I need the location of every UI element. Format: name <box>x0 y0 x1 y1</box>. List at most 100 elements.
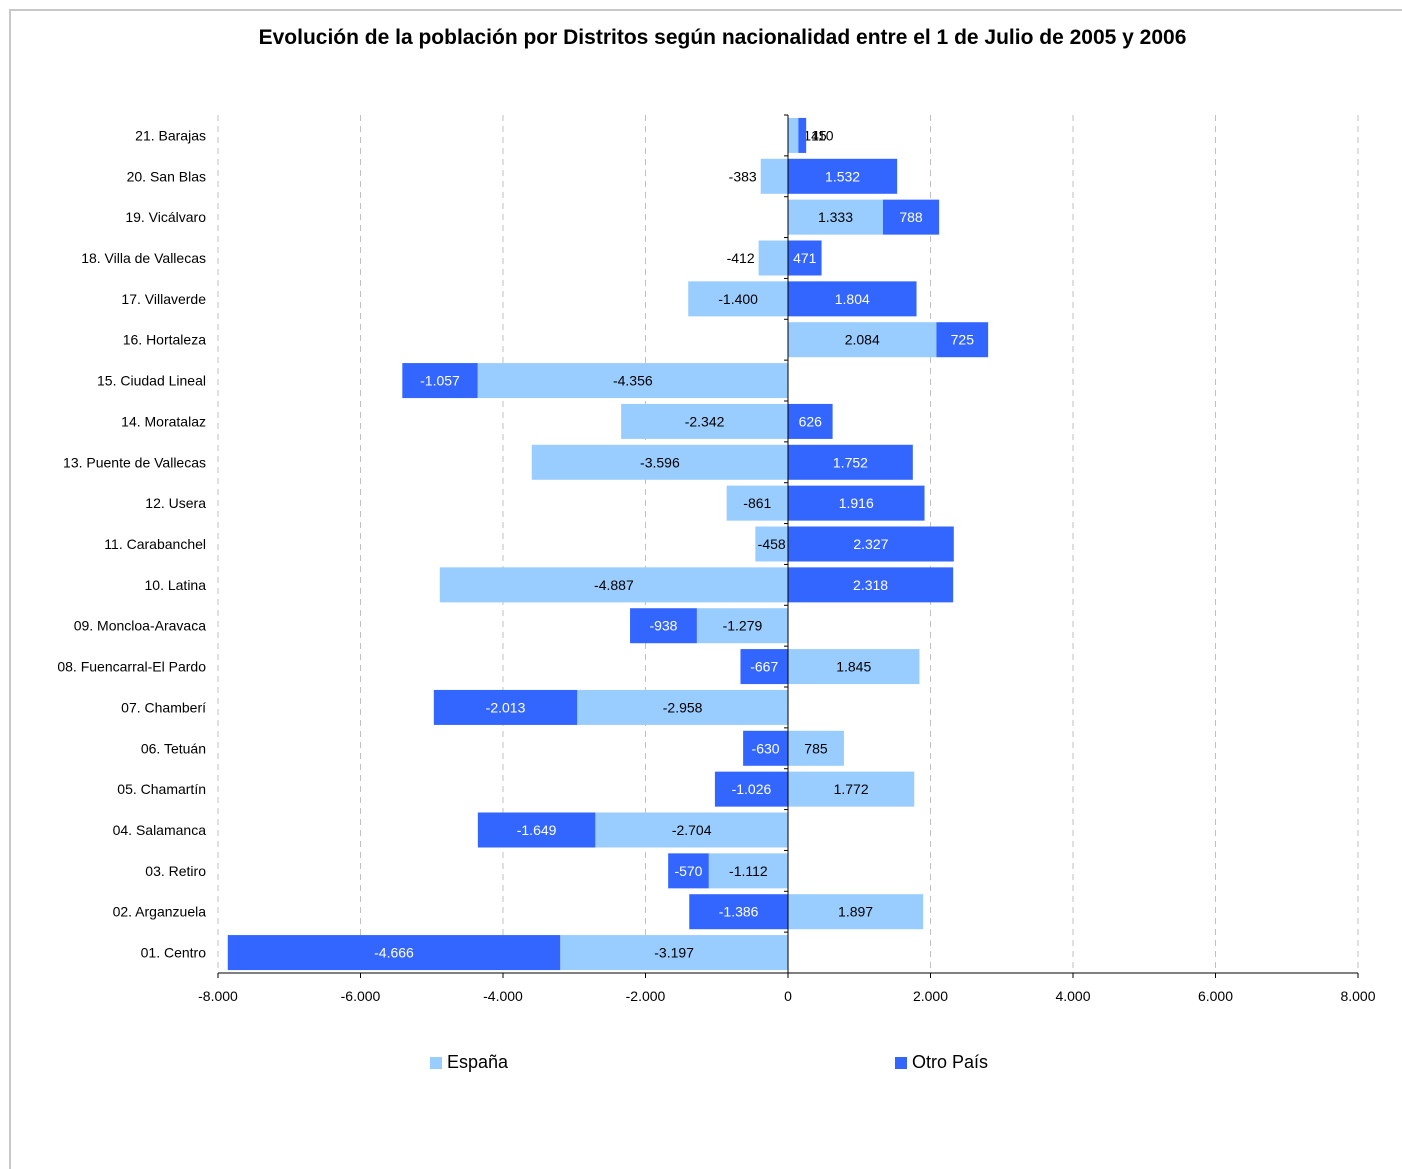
bar-spain <box>708 853 788 889</box>
bar-spain <box>788 730 844 766</box>
bar-spain <box>688 281 788 317</box>
data-label: -4.887 <box>594 577 634 593</box>
category-label: 16. Hortaleza <box>123 332 206 348</box>
data-label: 788 <box>899 209 923 225</box>
data-label: 1.897 <box>838 904 873 920</box>
x-tick-label: 0 <box>784 988 792 1004</box>
legend-swatch-other <box>895 1056 907 1069</box>
bar-other <box>227 935 561 971</box>
data-label: 1.772 <box>834 781 869 797</box>
x-tick-label: 4.000 <box>1055 988 1090 1004</box>
chart-frame <box>9 9 1402 1169</box>
data-label: -1.649 <box>517 822 557 838</box>
data-label: -3.197 <box>654 945 694 961</box>
chart-title: Evolución de la población por Distritos … <box>258 26 1187 49</box>
category-label: 11. Carabanchel <box>104 536 206 552</box>
data-label: 145 <box>803 127 827 143</box>
bar-spain <box>758 240 788 276</box>
bar-other <box>743 730 788 766</box>
bar-other <box>788 567 954 603</box>
bar-other <box>788 526 954 562</box>
category-label: 21. Barajas <box>135 127 206 143</box>
data-label: -383 <box>729 168 757 184</box>
data-label: -1.279 <box>723 618 763 634</box>
data-label: -667 <box>750 659 778 675</box>
bar-other <box>936 322 989 358</box>
bar-other <box>433 689 578 725</box>
data-label: 1.845 <box>836 659 871 675</box>
category-label: 12. Usera <box>145 495 206 511</box>
data-label: -1.400 <box>718 291 758 307</box>
data-label: -1.057 <box>420 373 460 389</box>
legend-item-spain: España <box>430 1052 508 1073</box>
data-label: -861 <box>743 495 771 511</box>
data-label: 626 <box>799 413 823 429</box>
category-label: 02. Arganzuela <box>113 904 207 920</box>
data-label: 2.327 <box>853 536 888 552</box>
category-label: 07. Chamberí <box>121 699 206 715</box>
category-label: 19. Vicálvaro <box>125 209 206 225</box>
bar-spain <box>760 158 788 194</box>
bar-other <box>882 199 940 235</box>
data-label: 1.333 <box>818 209 853 225</box>
data-label: 2.084 <box>845 332 880 348</box>
data-label: 1.752 <box>833 454 868 470</box>
data-label: -2.704 <box>672 822 712 838</box>
x-tick-label: -4.000 <box>483 988 523 1004</box>
bar-spain <box>696 608 788 644</box>
category-label: 18. Villa de Vallecas <box>81 250 206 266</box>
data-label: -4.666 <box>374 945 414 961</box>
x-tick-label: 8.000 <box>1340 988 1375 1004</box>
data-label: -938 <box>649 618 677 634</box>
bar-other <box>788 444 913 480</box>
category-label: 01. Centro <box>141 945 207 961</box>
category-label: 17. Villaverde <box>121 291 206 307</box>
category-label: 10. Latina <box>145 577 207 593</box>
category-label: 13. Puente de Vallecas <box>63 454 206 470</box>
category-label: 04. Salamanca <box>113 822 207 838</box>
data-label: 110 <box>811 127 834 143</box>
data-label: 1.916 <box>839 495 874 511</box>
data-label: -2.958 <box>663 699 703 715</box>
category-label: 20. San Blas <box>127 168 206 184</box>
bar-spain <box>531 444 788 480</box>
data-label: 1.804 <box>835 291 870 307</box>
category-label: 03. Retiro <box>145 863 206 879</box>
data-label: -4.356 <box>613 373 653 389</box>
legend-label-other: Otro País <box>912 1052 989 1072</box>
bar-spain <box>595 812 788 848</box>
x-tick-label: 2.000 <box>913 988 948 1004</box>
bar-spain <box>477 363 788 399</box>
legend-swatch-spain <box>430 1056 442 1069</box>
data-label: 1.532 <box>825 168 860 184</box>
data-label: 785 <box>804 740 828 756</box>
bar-other <box>668 853 709 889</box>
bar-spain <box>788 322 937 358</box>
bar-other <box>689 894 788 930</box>
legend-label-spain: España <box>447 1052 509 1072</box>
data-label: 471 <box>793 250 817 266</box>
bar-spain <box>621 403 788 439</box>
bar-other <box>788 158 898 194</box>
category-label: 05. Chamartín <box>117 781 206 797</box>
bar-spain <box>788 894 924 930</box>
category-label: 14. Moratalaz <box>121 413 206 429</box>
data-label: -2.342 <box>685 413 725 429</box>
bar-other <box>788 485 925 521</box>
bar-other <box>630 608 697 644</box>
data-label: -570 <box>674 863 702 879</box>
bar-spain <box>577 689 788 725</box>
bar-other <box>714 771 788 807</box>
data-label: -630 <box>752 740 780 756</box>
x-tick-label: -6.000 <box>341 988 381 1004</box>
bar-spain <box>560 935 788 971</box>
data-label: -1.026 <box>732 781 772 797</box>
bar-spain <box>439 567 788 603</box>
data-label: -2.013 <box>486 699 526 715</box>
legend-item-other: Otro País <box>895 1052 988 1073</box>
category-label: 08. Fuencarral-El Pardo <box>57 659 206 675</box>
bar-other <box>798 117 807 153</box>
bar-spain <box>788 649 920 685</box>
data-label: 725 <box>951 332 975 348</box>
